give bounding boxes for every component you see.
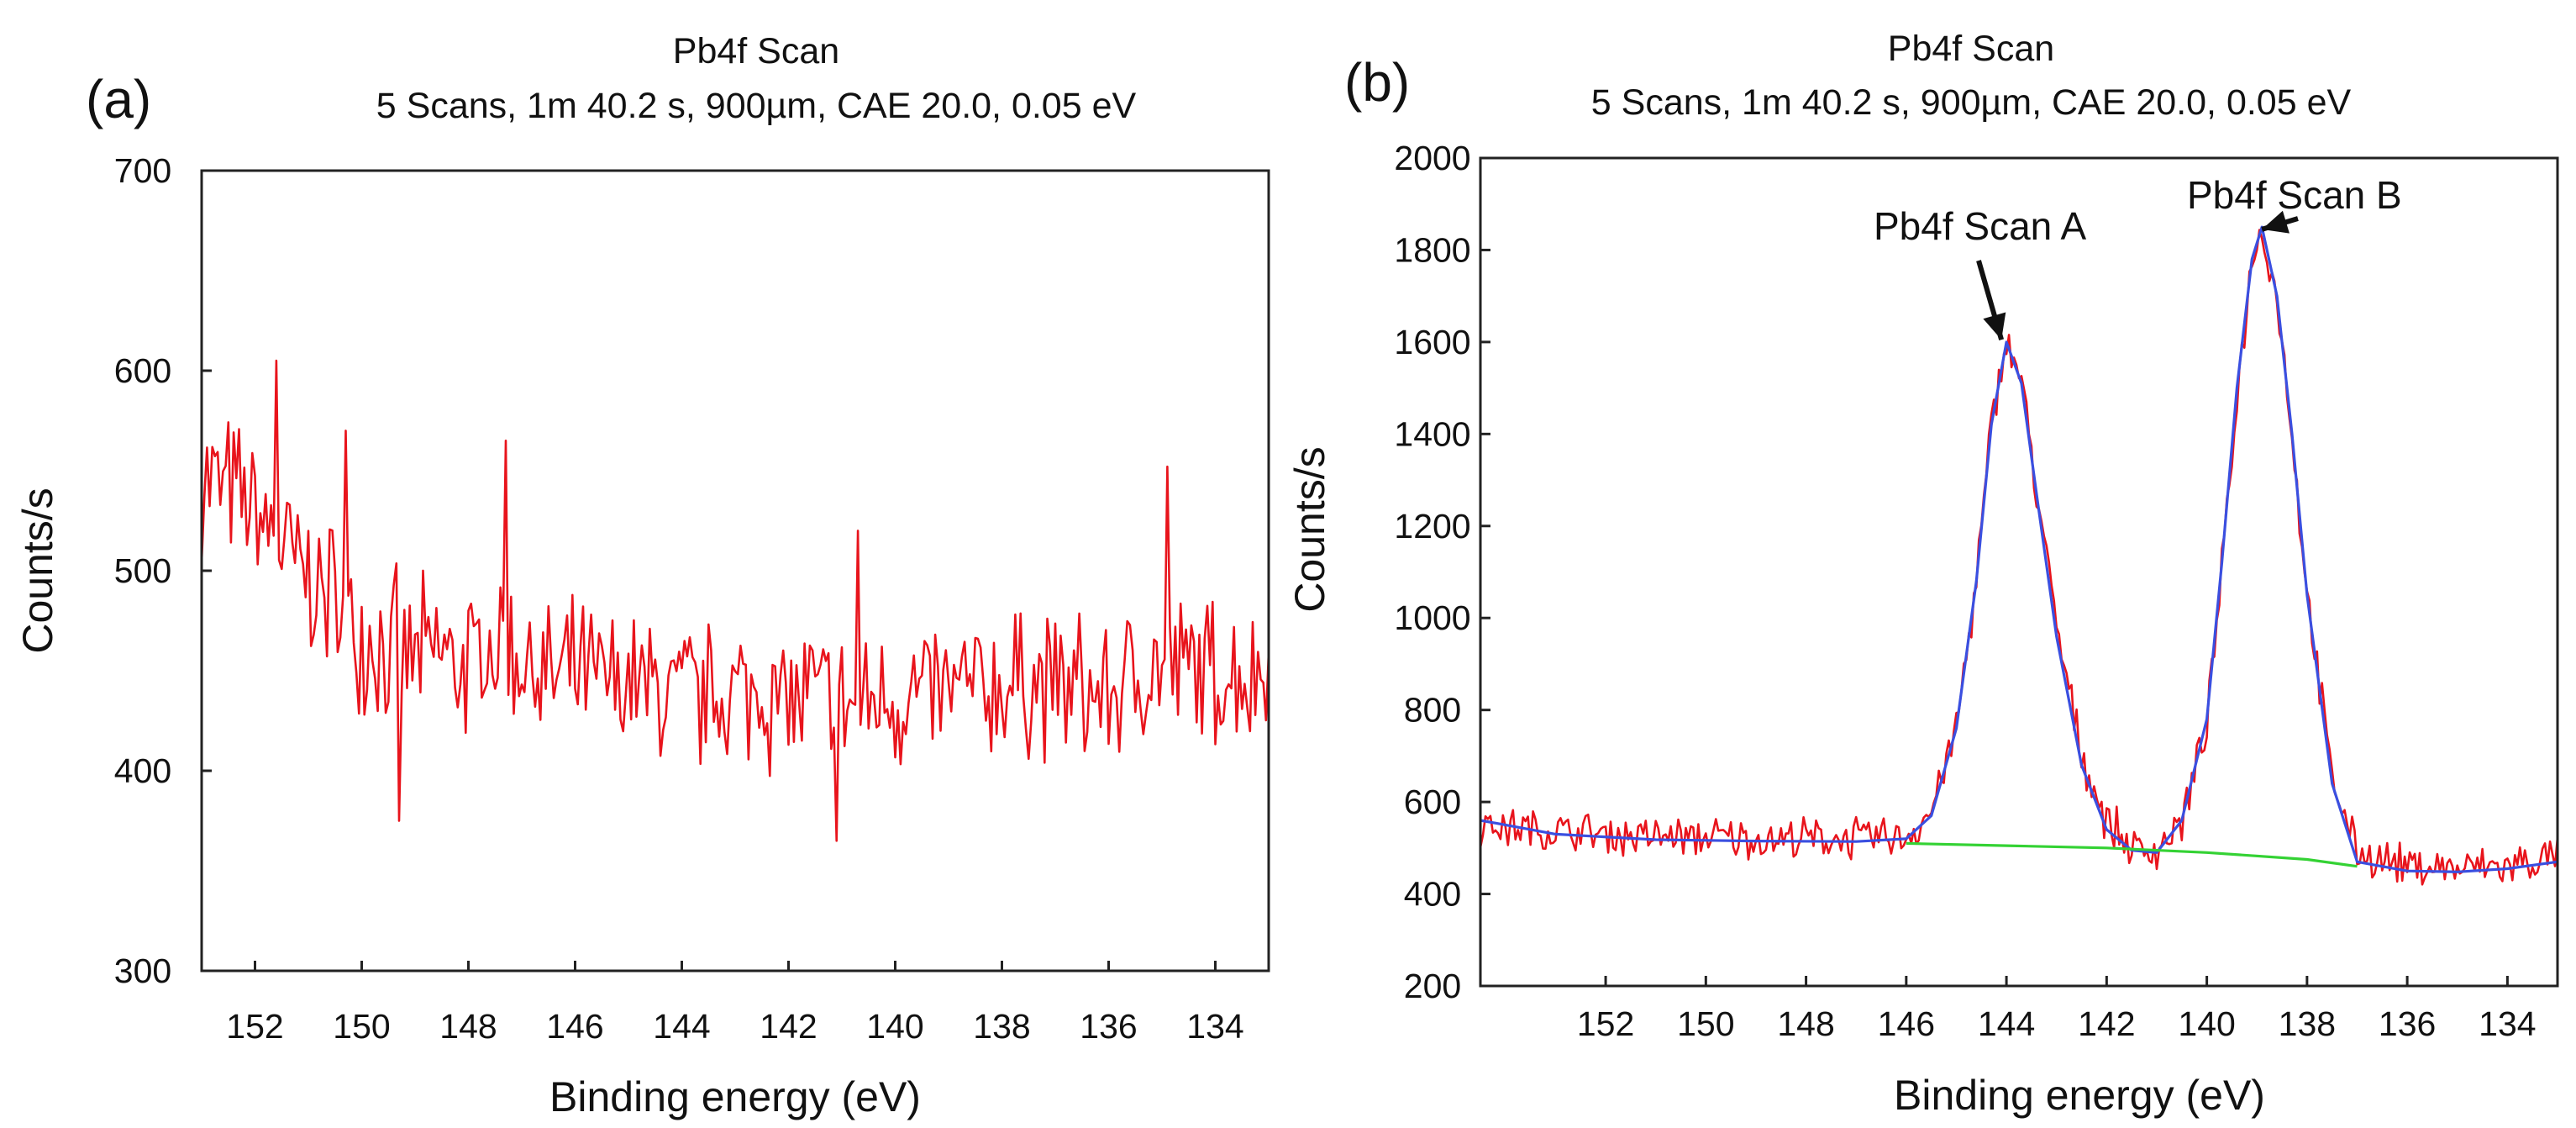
x-tick-label: 136 [2379,1004,2436,1043]
y-axis-label-b: Counts/s [1286,446,1333,612]
annotation-arrow-head [1983,312,2006,340]
x-tick-label: 142 [2078,1004,2135,1043]
x-tick-label: 150 [1677,1004,1734,1043]
series-line-pb4f-measured [200,359,1270,842]
x-tick-label: 146 [546,1007,603,1046]
plot-frame-a [200,169,1270,973]
y-tick-label: 1600 [1394,323,1470,361]
series-line-fitted-envelope [1480,225,2558,873]
x-tick-label: 140 [866,1007,923,1046]
x-tick-label: 144 [653,1007,710,1046]
y-tick-label: 800 [1404,691,1461,730]
x-tick-label: 140 [2178,1004,2235,1043]
y-tick-label: 2000 [1394,139,1470,177]
series-line-background [1906,841,2358,868]
annotations-b: Pb4f Scan A Pb4f Scan B [1874,173,2402,340]
y-tick-label: 600 [1404,783,1461,821]
y-tick-label: 400 [114,751,171,790]
y-tick-label: 200 [1404,967,1461,1005]
x-tick-label: 142 [760,1007,817,1046]
annotation-arrow-head [2262,210,2289,234]
y-tick-label: 1000 [1394,598,1470,637]
annotation-label: Pb4f Scan B [2187,173,2402,217]
x-axis-label-a: Binding energy (eV) [549,1073,921,1120]
chart-title-a: Pb4f Scan [673,31,839,71]
x-tick-label: 152 [1577,1004,1634,1043]
x-tick-label: 144 [1978,1004,2035,1043]
annotation-label: Pb4f Scan A [1874,204,2086,248]
x-tick-label: 150 [333,1007,390,1046]
panel-label-b: (b) [1344,52,1410,113]
plot-frame-b [1479,156,2559,988]
x-tick-label: 138 [2279,1004,2336,1043]
y-tick-label: 700 [114,151,171,190]
x-axis-a: 152 150 148 146 144 142 140 138 136 134 [226,961,1244,1046]
chart-subtitle-b: 5 Scans, 1m 40.2 s, 900µm, CAE 20.0, 0.0… [1591,82,2352,123]
chart-panel-b: (b) Pb4f Scan 5 Scans, 1m 40.2 s, 900µm,… [1286,29,2559,1119]
y-axis-a: 300 400 500 600 700 [114,151,212,990]
x-axis-b: 152 150 148 146 144 142 140 138 136 134 [1577,976,2537,1043]
x-tick-label: 146 [1878,1004,1935,1043]
x-axis-label-b: Binding energy (eV) [1894,1072,2265,1119]
y-axis-b: 200 400 600 800 1000 1200 1400 1600 1800 2000 [1394,139,1490,1005]
y-tick-label: 300 [114,951,171,990]
x-tick-label: 134 [1186,1007,1243,1046]
y-tick-label: 1200 [1394,507,1470,546]
y-tick-label: 500 [114,551,171,590]
y-tick-label: 1400 [1394,414,1470,453]
y-tick-label: 1800 [1394,230,1470,269]
series-group-b [1479,225,2559,886]
x-tick-label: 148 [439,1007,497,1046]
y-tick-label: 400 [1404,875,1461,914]
x-tick-label: 136 [1080,1007,1137,1046]
series-line-measured-spectrum [1479,229,2559,886]
x-tick-label: 148 [1777,1004,1834,1043]
x-tick-label: 138 [973,1007,1030,1046]
chart-panel-a: (a) Pb4f Scan 5 Scans, 1m 40.2 s, 900µm,… [14,31,1270,1120]
panel-label-a: (a) [86,69,151,129]
y-axis-label-a: Counts/s [14,488,61,653]
chart-subtitle-a: 5 Scans, 1m 40.2 s, 900µm, CAE 20.0, 0.0… [376,86,1137,126]
series-group-a [200,359,1270,842]
x-tick-label: 134 [2479,1004,2536,1043]
y-tick-label: 600 [114,351,171,390]
x-tick-label: 152 [226,1007,283,1046]
chart-title-b: Pb4f Scan [1888,29,2054,69]
